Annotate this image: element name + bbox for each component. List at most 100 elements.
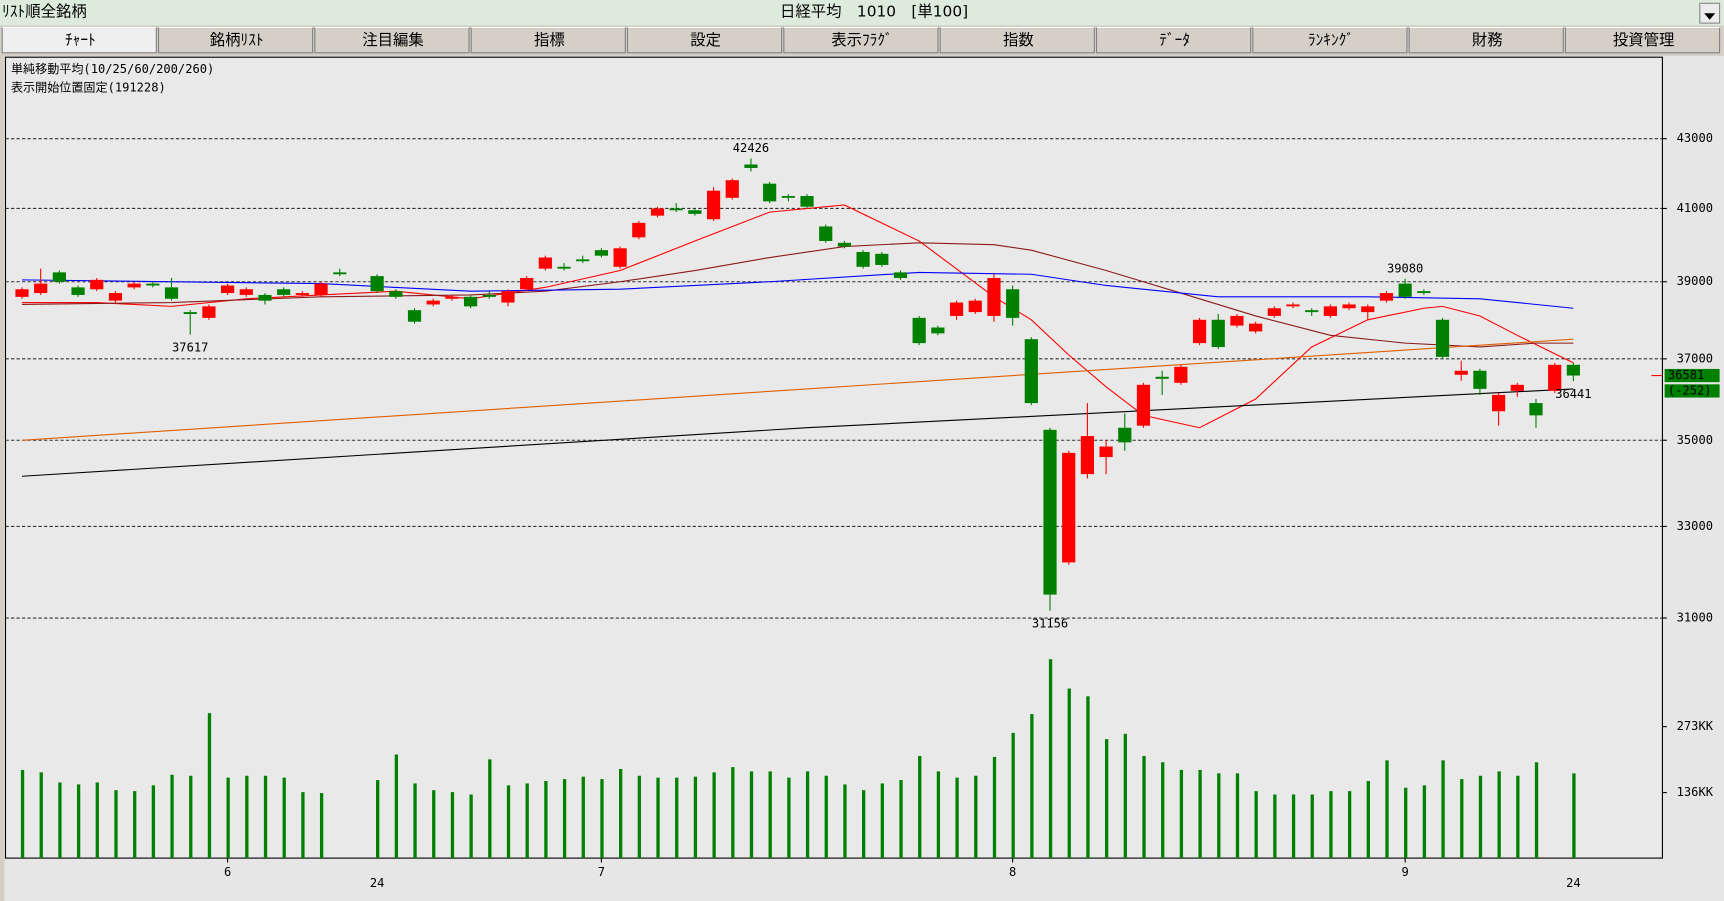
price-annotation: 42426 [733, 141, 769, 155]
tab-box[interactable] [1, 26, 157, 54]
volume-bar [1347, 791, 1352, 859]
volume-bar [1123, 733, 1127, 859]
volume-bar [899, 780, 903, 859]
candle-body [856, 251, 870, 267]
candle-body [1548, 364, 1562, 391]
candle-body [407, 310, 422, 322]
candle-body [295, 293, 309, 295]
volume-bar [581, 776, 585, 859]
volume-bar [319, 793, 324, 859]
tab-label[interactable]: 銘柄ﾘｽﾄ [210, 31, 264, 49]
tab-label[interactable]: ﾗﾝｷﾝｸﾞ [1308, 31, 1354, 49]
tab[interactable]: ﾃﾞｰﾀ [1095, 26, 1252, 54]
change-tag [1664, 384, 1720, 398]
volume-bar [1310, 794, 1314, 859]
tab-label[interactable]: 財務 [1472, 31, 1503, 49]
tab-box[interactable] [157, 26, 314, 54]
candle-body [463, 296, 478, 307]
tab[interactable]: ﾁｬｰﾄ [1, 26, 157, 54]
volume-bar [1516, 775, 1520, 859]
tab[interactable]: 銘柄ﾘｽﾄ [157, 26, 314, 54]
dropdown-arrow[interactable] [1704, 13, 1716, 20]
candle-body [763, 183, 777, 202]
tab-label[interactable]: 設定 [690, 31, 721, 49]
candle-body [800, 196, 814, 207]
volume-bar [226, 777, 230, 859]
y-tick-label: 39000 [1677, 274, 1713, 288]
candle-body [426, 300, 440, 305]
y-tick-label: 37000 [1677, 351, 1713, 365]
candle-body [1566, 364, 1580, 376]
tab[interactable]: 表示ﾌﾗｸﾞ [783, 26, 939, 54]
tab-label[interactable]: 投資管理 [1613, 31, 1674, 49]
candle-body [1211, 319, 1225, 348]
tab-box[interactable] [783, 26, 939, 54]
volume-bar [469, 794, 473, 859]
volume-bar [1104, 739, 1109, 859]
last-price-tag [1664, 368, 1720, 383]
tab-box[interactable] [1408, 26, 1564, 54]
tab-label[interactable]: 指数 [1003, 31, 1034, 49]
volume-bar [39, 772, 43, 859]
tab-label[interactable]: 指標 [534, 31, 565, 49]
candle-body [576, 259, 590, 262]
volume-bar [1404, 787, 1408, 859]
tab[interactable]: 指数 [939, 26, 1095, 54]
tab[interactable]: 財務 [1408, 26, 1564, 54]
volume-bar [245, 775, 249, 859]
candle-body [1342, 304, 1356, 309]
moving-average-line [21, 338, 1574, 441]
volume-bar [189, 775, 193, 859]
tab-box[interactable] [1095, 26, 1252, 54]
tab-label[interactable]: ﾁｬｰﾄ [65, 31, 96, 49]
tab-label[interactable]: 表示ﾌﾗｸﾞ [831, 31, 892, 49]
candle-body [744, 164, 758, 168]
volume-bar [749, 771, 754, 859]
volume-bar [1198, 769, 1202, 859]
candle-body [557, 266, 571, 269]
y-tick-label: 33000 [1677, 519, 1713, 533]
dropdown-button[interactable] [1699, 2, 1721, 24]
tab[interactable]: 投資管理 [1564, 26, 1721, 54]
candle-body [1454, 370, 1468, 375]
candle-body [912, 317, 926, 344]
candle-body [1192, 319, 1207, 344]
volume-bar [843, 784, 847, 859]
candle-body [632, 222, 646, 238]
volume-bar [880, 783, 884, 859]
candle-body [893, 272, 908, 278]
candle-body [968, 300, 982, 313]
candle-body [1361, 306, 1375, 313]
tab[interactable]: 指標 [470, 26, 626, 54]
candle-body [1529, 403, 1543, 416]
volume-bar [768, 771, 772, 859]
candle-body [239, 289, 253, 295]
candle-body [1230, 315, 1244, 326]
list-name: ﾘｽﾄ順全銘柄 [2, 3, 87, 21]
dropdown-box[interactable] [1699, 2, 1721, 24]
tab-label[interactable]: ﾃﾞｰﾀ [1159, 31, 1190, 49]
candle-body [183, 312, 197, 315]
candle-body [1510, 384, 1524, 391]
candle-body [108, 293, 123, 301]
tab-box[interactable] [470, 26, 626, 54]
tab[interactable]: 注目編集 [314, 26, 470, 54]
tab[interactable]: 設定 [626, 26, 783, 54]
y-tick-label: 31000 [1677, 611, 1713, 625]
tab[interactable]: ﾗﾝｷﾝｸﾞ [1252, 26, 1408, 54]
candle-body [1379, 293, 1394, 301]
candle-body [15, 289, 29, 297]
volume-bar [1048, 659, 1053, 859]
candle-body [1006, 289, 1020, 318]
y-tick-label: 35000 [1677, 433, 1713, 447]
candle-body [520, 277, 534, 290]
volume-bar [1086, 696, 1090, 859]
x-tick-label: 6 [224, 865, 231, 879]
tab-box[interactable] [626, 26, 783, 54]
candle-body [202, 306, 216, 318]
volume-bar [1235, 773, 1240, 859]
volume-bar [506, 785, 511, 859]
tab-label[interactable]: 注目編集 [362, 31, 423, 49]
tab-box[interactable] [939, 26, 1095, 54]
